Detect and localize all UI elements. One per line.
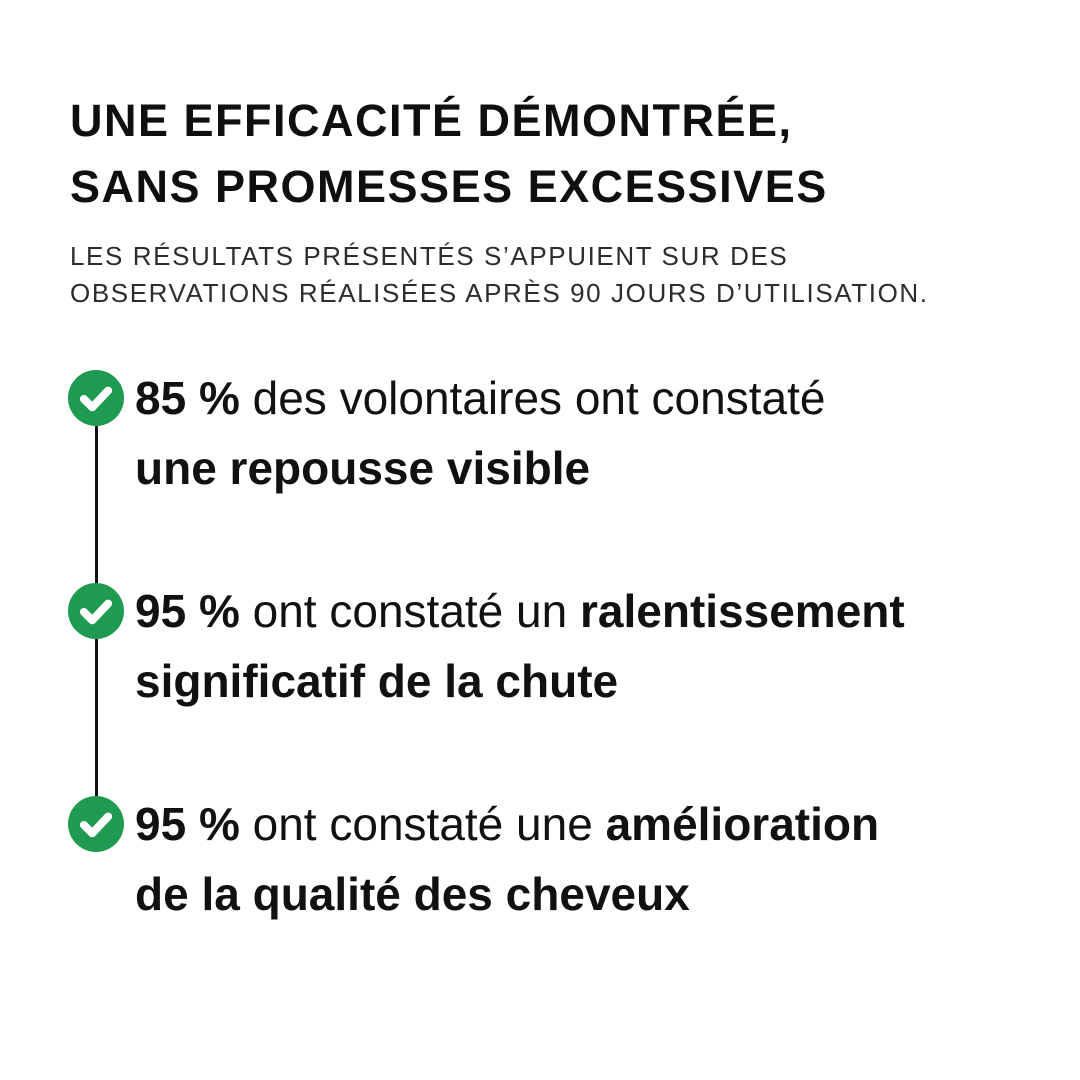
timeline-item-ralentissement: 95 % ont constaté un ralentissement sign… [68, 576, 1060, 716]
stat-value: 95 % [135, 798, 240, 850]
item-text-line: 95 % ont constaté une amélioration [135, 789, 879, 859]
check-icon [68, 370, 124, 426]
stat-highlight: amélioration [605, 798, 880, 850]
item-text-line: 95 % ont constaté un ralentissement [135, 576, 905, 646]
item-text-line: de la qualité des cheveux [135, 859, 879, 929]
stat-description: des volontaires ont constaté [239, 372, 826, 424]
stat-highlight: significatif de la chute [135, 655, 619, 707]
timeline-item-text: 95 % ont constaté une amélioration de la… [135, 789, 879, 929]
stat-description: ont constaté une [239, 798, 606, 850]
timeline-item-text: 85 % des volontaires ont constaté une re… [135, 363, 825, 503]
stat-description: ont constaté un [239, 585, 580, 637]
subtitle-line-2: OBSERVATIONS RÉALISÉES APRÈS 90 JOURS D’… [70, 278, 929, 308]
header-block: UNE EFFICACITÉ DÉMONTRÉE, SANS PROMESSES… [70, 88, 1040, 312]
stat-highlight: de la qualité des cheveux [135, 868, 690, 920]
item-text-line: une repousse visible [135, 433, 825, 503]
item-text-line: significatif de la chute [135, 646, 905, 716]
stat-value: 85 % [135, 372, 240, 424]
check-icon [68, 796, 124, 852]
timeline-item-amelioration: 95 % ont constaté une amélioration de la… [68, 789, 1060, 929]
results-timeline: 85 % des volontaires ont constaté une re… [68, 363, 1060, 1002]
stat-highlight: ralentissement [580, 585, 905, 637]
stat-value: 95 % [135, 585, 240, 637]
title-line-2: SANS PROMESSES EXCESSIVES [70, 161, 828, 212]
page-subtitle: LES RÉSULTATS PRÉSENTÉS S’APPUIENT SUR D… [70, 238, 1040, 312]
check-icon [68, 583, 124, 639]
timeline-item-text: 95 % ont constaté un ralentissement sign… [135, 576, 905, 716]
subtitle-line-1: LES RÉSULTATS PRÉSENTÉS S’APPUIENT SUR D… [70, 241, 789, 271]
page-title: UNE EFFICACITÉ DÉMONTRÉE, SANS PROMESSES… [70, 88, 1040, 220]
item-text-line: 85 % des volontaires ont constaté [135, 363, 825, 433]
stat-highlight: une repousse visible [135, 442, 591, 494]
timeline-item-repousse: 85 % des volontaires ont constaté une re… [68, 363, 1060, 503]
title-line-1: UNE EFFICACITÉ DÉMONTRÉE, [70, 95, 793, 146]
